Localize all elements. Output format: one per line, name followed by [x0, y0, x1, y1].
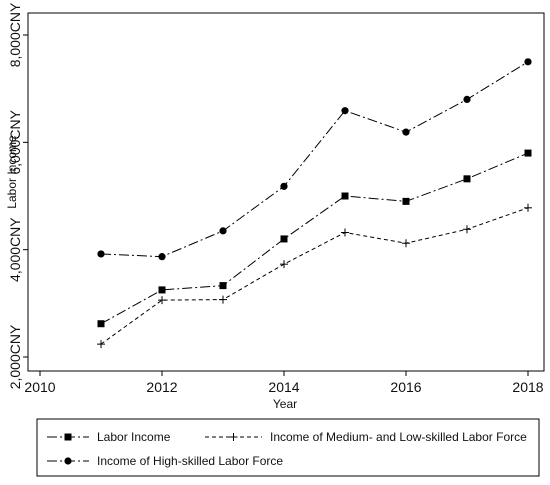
square-marker: [341, 192, 349, 200]
legend-box: [36, 418, 540, 477]
y-tick-label: 6,000CNY: [7, 109, 23, 174]
legend-label: Income of Medium- and Low-skilled Labor …: [270, 430, 527, 444]
series-2: [97, 203, 532, 349]
circle-marker: [341, 107, 349, 115]
series-3: [97, 58, 532, 261]
square-marker: [463, 175, 471, 183]
y-tick-label: 2,000CNY: [7, 324, 23, 389]
legend-item-1: Labor Income: [47, 430, 171, 444]
square-marker: [97, 320, 105, 328]
x-axis: 2010 2012 2014 2016 2018: [24, 371, 544, 395]
plus-marker: [463, 225, 471, 234]
series-line: [100, 152, 529, 325]
x-axis-title: Year: [273, 397, 297, 411]
circle-marker: [158, 253, 166, 261]
plot-frame: [27, 12, 545, 372]
square-marker: [524, 149, 532, 157]
series-line: [100, 61, 529, 258]
legend-item-3: Income of High-skilled Labor Force: [47, 454, 283, 468]
x-tick-label: 2018: [512, 379, 543, 395]
series-1: [97, 149, 532, 328]
circle-marker: [280, 182, 288, 190]
x-tick-label: 2012: [146, 379, 177, 395]
circle-marker: [64, 457, 72, 465]
plus-marker: [524, 203, 532, 212]
circle-marker: [402, 128, 410, 136]
circle-marker: [219, 227, 227, 235]
plus-marker: [402, 239, 410, 248]
plus-marker: [229, 433, 238, 441]
legend: Labor Income Income of Medium- and Low-sk…: [36, 418, 540, 477]
circle-marker: [463, 95, 471, 103]
series-line: [100, 207, 529, 345]
legend-label: Labor Income: [97, 430, 171, 444]
square-marker: [219, 282, 227, 290]
square-marker: [402, 197, 410, 205]
y-tick-label: 8,000CNY: [7, 2, 23, 67]
plus-marker: [219, 295, 227, 304]
y-tick-label: 4,000CNY: [7, 217, 23, 282]
x-tick-label: 2014: [268, 379, 299, 395]
square-marker: [64, 433, 72, 441]
square-marker: [158, 286, 166, 294]
plus-marker: [280, 260, 288, 269]
plus-marker: [158, 296, 166, 305]
y-axis-title: Labor Income: [5, 135, 19, 209]
x-tick-label: 2010: [24, 379, 55, 395]
legend-label: Income of High-skilled Labor Force: [97, 454, 283, 468]
series-layer: [97, 58, 532, 349]
plus-marker: [341, 228, 349, 237]
plus-marker: [97, 340, 105, 349]
square-marker: [280, 235, 288, 243]
circle-marker: [524, 58, 532, 66]
y-axis: 2,000CNY 4,000CNY 6,000CNY 8,000CNY: [7, 2, 28, 389]
circle-marker: [97, 250, 105, 258]
legend-item-2: Income of Medium- and Low-skilled Labor …: [205, 430, 527, 444]
x-tick-label: 2016: [390, 379, 421, 395]
